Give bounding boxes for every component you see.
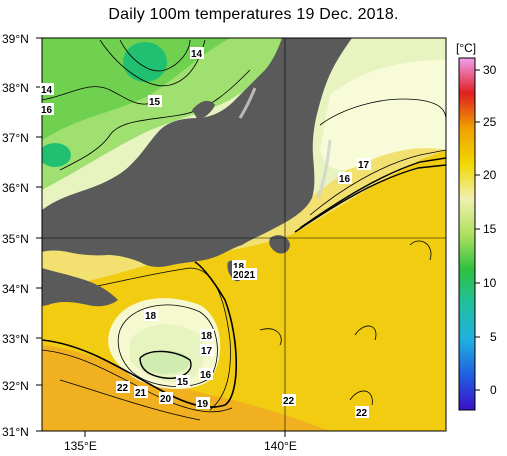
contour-label: 15 — [177, 377, 189, 388]
contour-label: 16 — [339, 174, 351, 185]
contour-label: 22 — [117, 383, 129, 394]
lon-label-140: 140°E — [264, 439, 297, 453]
contour-label: 20 — [233, 270, 245, 281]
colorbar-tick: 25 — [483, 115, 497, 129]
contour-label: 22 — [283, 396, 295, 407]
lat-label-37: 37°N — [2, 131, 29, 145]
lat-label-35: 35°N — [2, 232, 29, 246]
contour-label: 18 — [201, 331, 213, 342]
contour-label: 18 — [233, 262, 245, 273]
colorbar-tick: 15 — [483, 222, 497, 236]
contour-label: 18 — [145, 311, 157, 322]
contour-label: 22 — [356, 408, 368, 419]
lat-label-36: 36°N — [2, 181, 29, 195]
contour-label: 19 — [197, 399, 209, 410]
contour-label: 14 — [191, 49, 203, 60]
contour-labels: 14 14 16 15 17 16 18 18 18 17 16 15 20 2… — [40, 47, 371, 419]
colorbar-tick: 20 — [483, 168, 497, 182]
lat-label-31: 31°N — [2, 425, 29, 439]
contour-label: 14 — [41, 85, 53, 96]
lat-label-32: 32°N — [2, 379, 29, 393]
contour-label: 17 — [358, 160, 370, 171]
map-title: Daily 100m temperatures 19 Dec. 2018. — [108, 6, 399, 23]
contour-label: 21 — [244, 270, 256, 281]
colorbar-tick: 5 — [490, 330, 497, 344]
colorbar-tick: 30 — [483, 63, 497, 77]
colorbar: [°C] 30 25 20 15 10 5 0 — [456, 41, 497, 411]
lat-label-39: 39°N — [2, 32, 29, 46]
colorbar-tick: 0 — [490, 383, 497, 397]
contour-label: 15 — [149, 97, 161, 108]
lat-label-38: 38°N — [2, 81, 29, 95]
colorbar-tick: 10 — [483, 276, 497, 290]
lon-label-135: 135°E — [64, 439, 97, 453]
contour-label: 21 — [135, 388, 147, 399]
colorbar-unit: [°C] — [456, 41, 476, 55]
contour-label: 20 — [160, 394, 172, 405]
lat-label-33: 33°N — [2, 332, 29, 346]
contour-label: 16 — [200, 370, 212, 381]
map-frame — [41, 37, 447, 432]
contour-label: 17 — [201, 346, 213, 357]
lat-label-34: 34°N — [2, 282, 29, 296]
contour-label: 16 — [41, 105, 53, 116]
